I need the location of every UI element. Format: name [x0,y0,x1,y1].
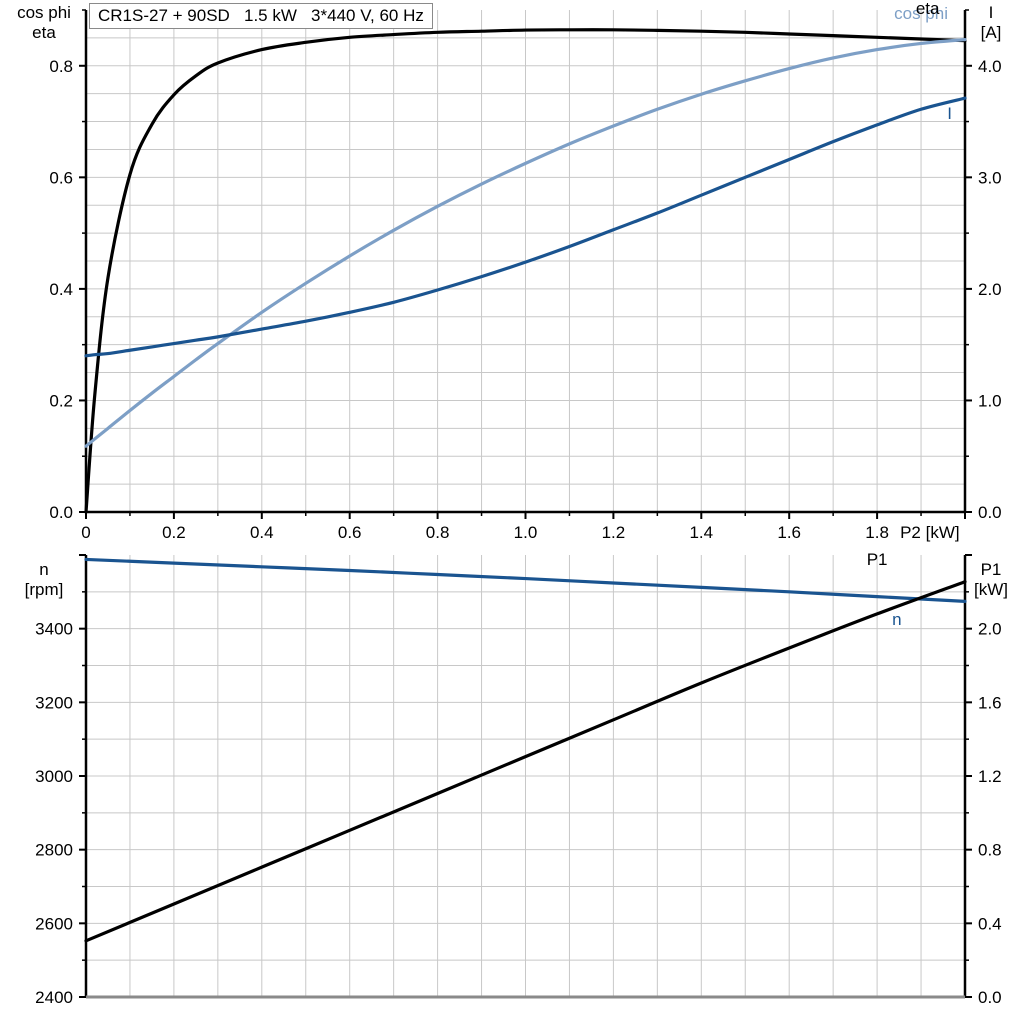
bottom-left-ticks: 2400 2600 2800 3000 3200 3400 [35,554,86,1007]
svg-text:2400: 2400 [35,988,73,1007]
chart-title-box: CR1S-27 + 90SD 1.5 kW 3*440 V, 60 Hz [89,3,433,29]
svg-text:1.4: 1.4 [689,523,713,542]
svg-text:0: 0 [81,523,90,542]
curve-n [84,557,967,604]
svg-text:1.0: 1.0 [514,523,538,542]
svg-text:0.6: 0.6 [49,168,73,187]
top-x-axis-title: P2 [kW] [900,523,960,542]
bottom-right-ticks: 0.0 0.4 0.8 1.2 1.6 2.0 [965,554,1002,1007]
bottom-grid [86,555,965,997]
curve-eta [84,28,967,514]
bottom-left-axis-title-2: [rpm] [25,580,64,599]
svg-text:0.4: 0.4 [49,280,73,299]
svg-text:0.8: 0.8 [49,57,73,76]
svg-text:3400: 3400 [35,620,73,639]
curve-cos-phi [84,37,967,448]
label-p1: P1 [867,550,888,569]
bottom-left-axis-title-1: n [39,560,48,579]
bottom-curve-labels: P1 n [867,550,902,629]
svg-text:0.0: 0.0 [49,503,73,522]
svg-text:1.0: 1.0 [978,391,1002,410]
top-right-axis-title-1: I [989,3,994,22]
svg-text:0.4: 0.4 [978,914,1002,933]
bottom-chart-svg: 2400 2600 2800 3000 3200 3400 0.0 0.4 0.8 1.2 1.6 2… [25,550,1008,1007]
top-curves [84,28,967,514]
bottom-right-axis-title-1: P1 [981,560,1002,579]
svg-text:2.0: 2.0 [978,280,1002,299]
top-left-axis-title-2: eta [32,23,56,42]
top-x-ticks: 0 0.2 0.4 0.6 0.8 1.0 1.2 1.4 1.6 1.8 P2 [kW] [81,512,966,542]
svg-text:3000: 3000 [35,767,73,786]
top-chart-svg: 0.0 0.2 0.4 0.6 0.8 0.0 1.0 2.0 3.0 4.0 0 0.2 0.4 0.6… [17,0,1002,542]
svg-text:0.4: 0.4 [250,523,274,542]
label-n: n [892,610,901,629]
svg-text:0.8: 0.8 [426,523,450,542]
top-grid [86,10,965,512]
svg-text:0.0: 0.0 [978,503,1002,522]
svg-text:2.0: 2.0 [978,620,1002,639]
top-right-axis-title-2: [A] [981,23,1002,42]
label-eta: eta [916,0,940,18]
svg-text:2800: 2800 [35,841,73,860]
svg-text:0.6: 0.6 [338,523,362,542]
svg-text:0.2: 0.2 [49,391,73,410]
bottom-curves [84,557,967,943]
svg-text:3.0: 3.0 [978,168,1002,187]
svg-text:1.8: 1.8 [865,523,889,542]
top-left-ticks: 0.0 0.2 0.4 0.6 0.8 [49,9,86,522]
svg-text:3200: 3200 [35,693,73,712]
curve-P1 [84,580,967,943]
svg-text:2600: 2600 [35,914,73,933]
curve-I [84,96,967,358]
svg-text:0.2: 0.2 [162,523,186,542]
top-chart-panel: 0.0 0.2 0.4 0.6 0.8 0.0 1.0 2.0 3.0 4.0 0 0.2 0.4 0.6… [17,0,1002,542]
bottom-chart-panel: 2400 2600 2800 3000 3200 3400 0.0 0.4 0.8 1.2 1.6 2… [0,545,1024,1024]
svg-text:1.2: 1.2 [602,523,626,542]
svg-text:1.6: 1.6 [978,693,1002,712]
top-right-ticks: 0.0 1.0 2.0 3.0 4.0 [965,9,1002,522]
svg-text:1.2: 1.2 [978,767,1002,786]
label-current: I [947,104,952,123]
label-cos-phi: cos phi [894,4,948,23]
top-left-axis-title-1: cos phi [17,3,71,22]
svg-text:0.8: 0.8 [978,841,1002,860]
bottom-axis-titles: n[rpm] P1[kW] [25,560,1008,599]
svg-text:1.6: 1.6 [777,523,801,542]
svg-text:0.0: 0.0 [978,988,1002,1007]
bottom-right-axis-title-2: [kW] [974,580,1008,599]
svg-text:4.0: 4.0 [978,57,1002,76]
